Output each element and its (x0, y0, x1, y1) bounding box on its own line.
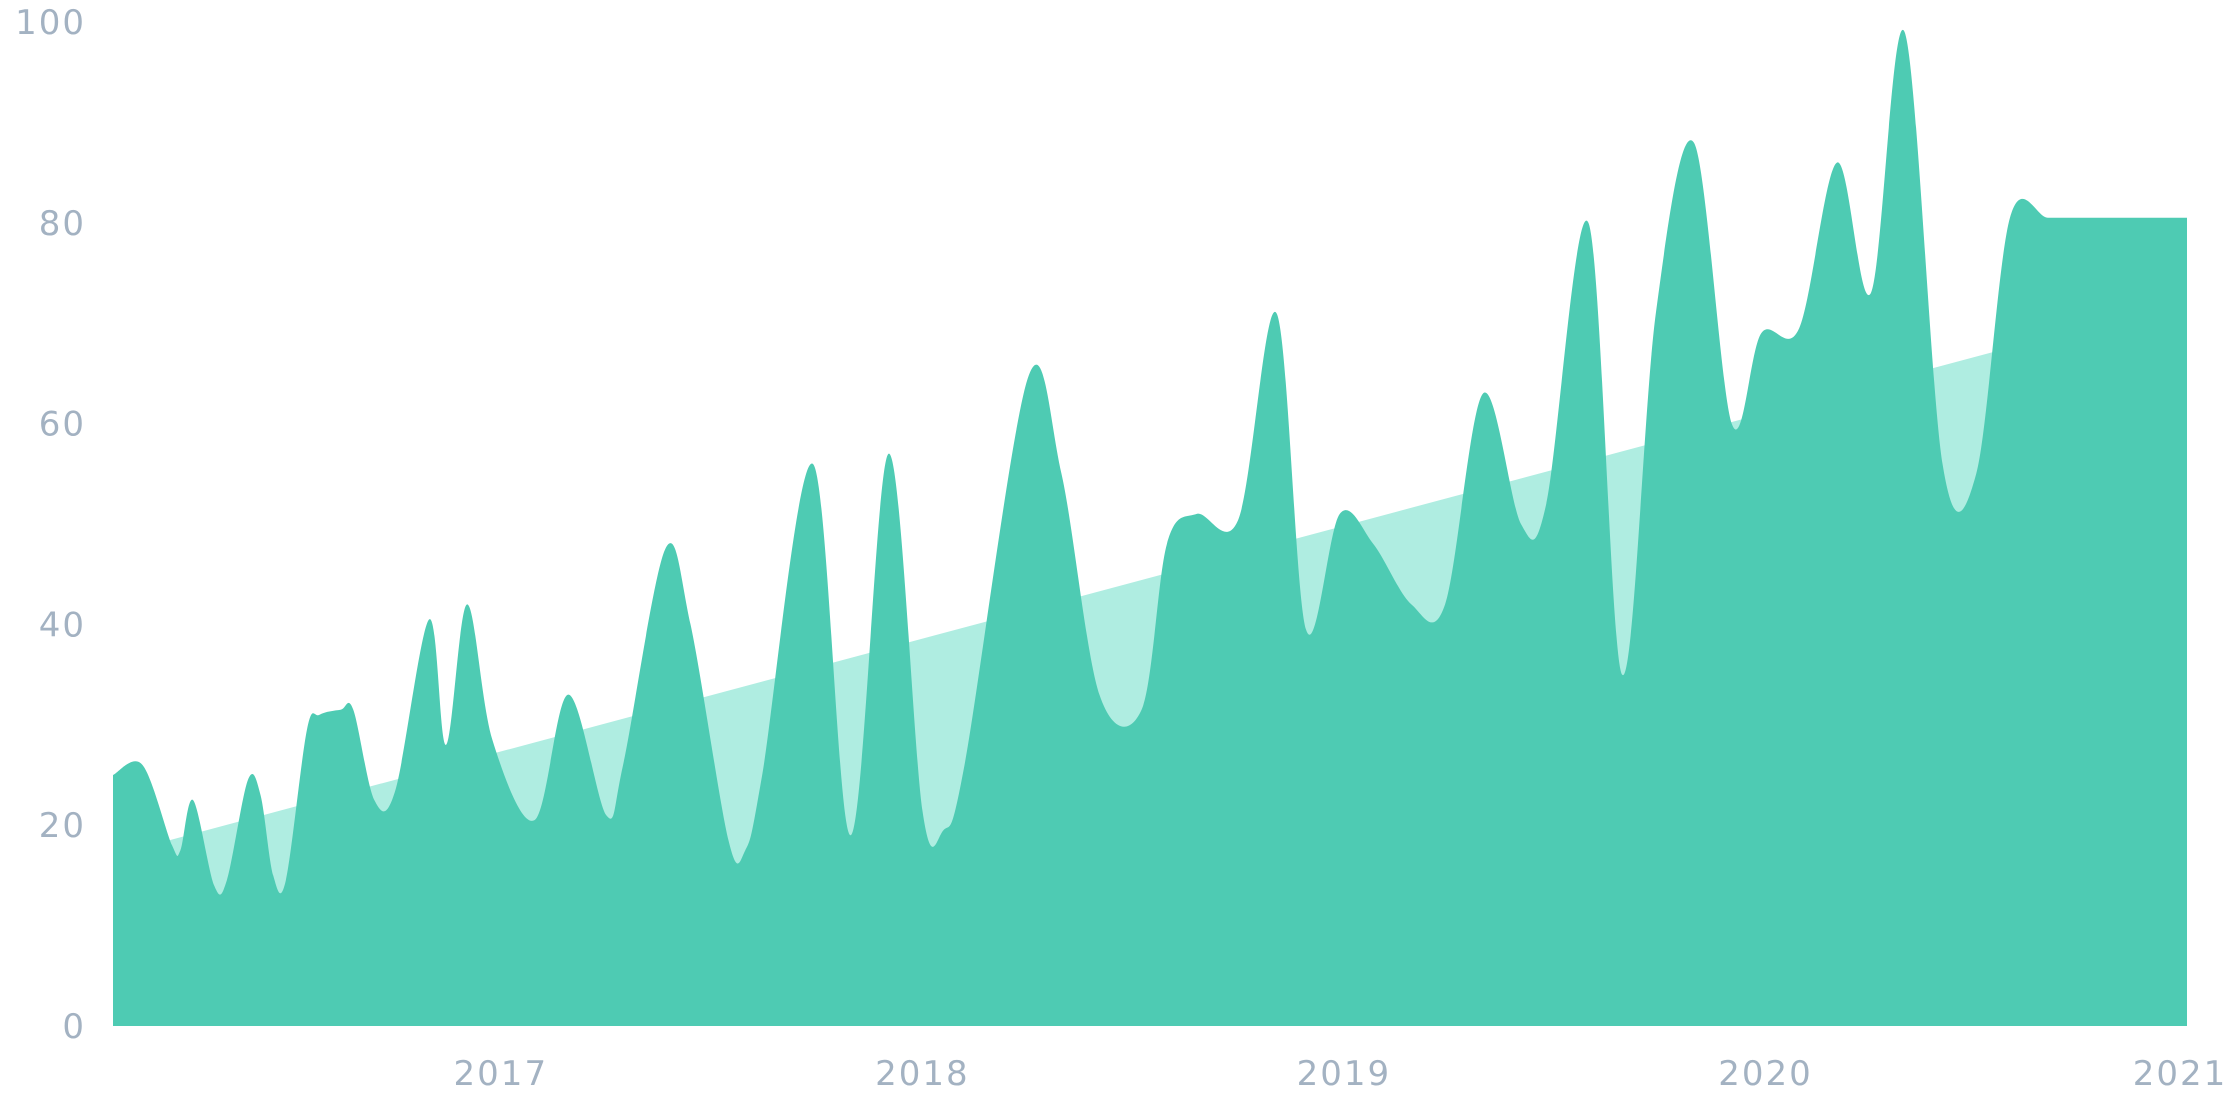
y-axis: 0 20 40 60 80 100 (15, 3, 86, 1047)
x-axis: 2017 2018 2019 2020 2021 (454, 1054, 2228, 1094)
y-tick-label: 100 (15, 3, 86, 43)
series-area (113, 29, 2187, 1026)
x-tick-label: 2017 (454, 1054, 549, 1094)
y-tick-label: 40 (39, 605, 86, 645)
y-tick-label: 80 (39, 204, 86, 244)
y-tick-label: 20 (39, 806, 86, 846)
y-tick-label: 60 (39, 405, 86, 445)
x-tick-label: 2020 (1718, 1054, 1813, 1094)
x-tick-label: 2021 (2133, 1054, 2228, 1094)
x-tick-label: 2018 (875, 1054, 970, 1094)
x-tick-label: 2019 (1297, 1054, 1392, 1094)
y-tick-label: 0 (62, 1007, 86, 1047)
